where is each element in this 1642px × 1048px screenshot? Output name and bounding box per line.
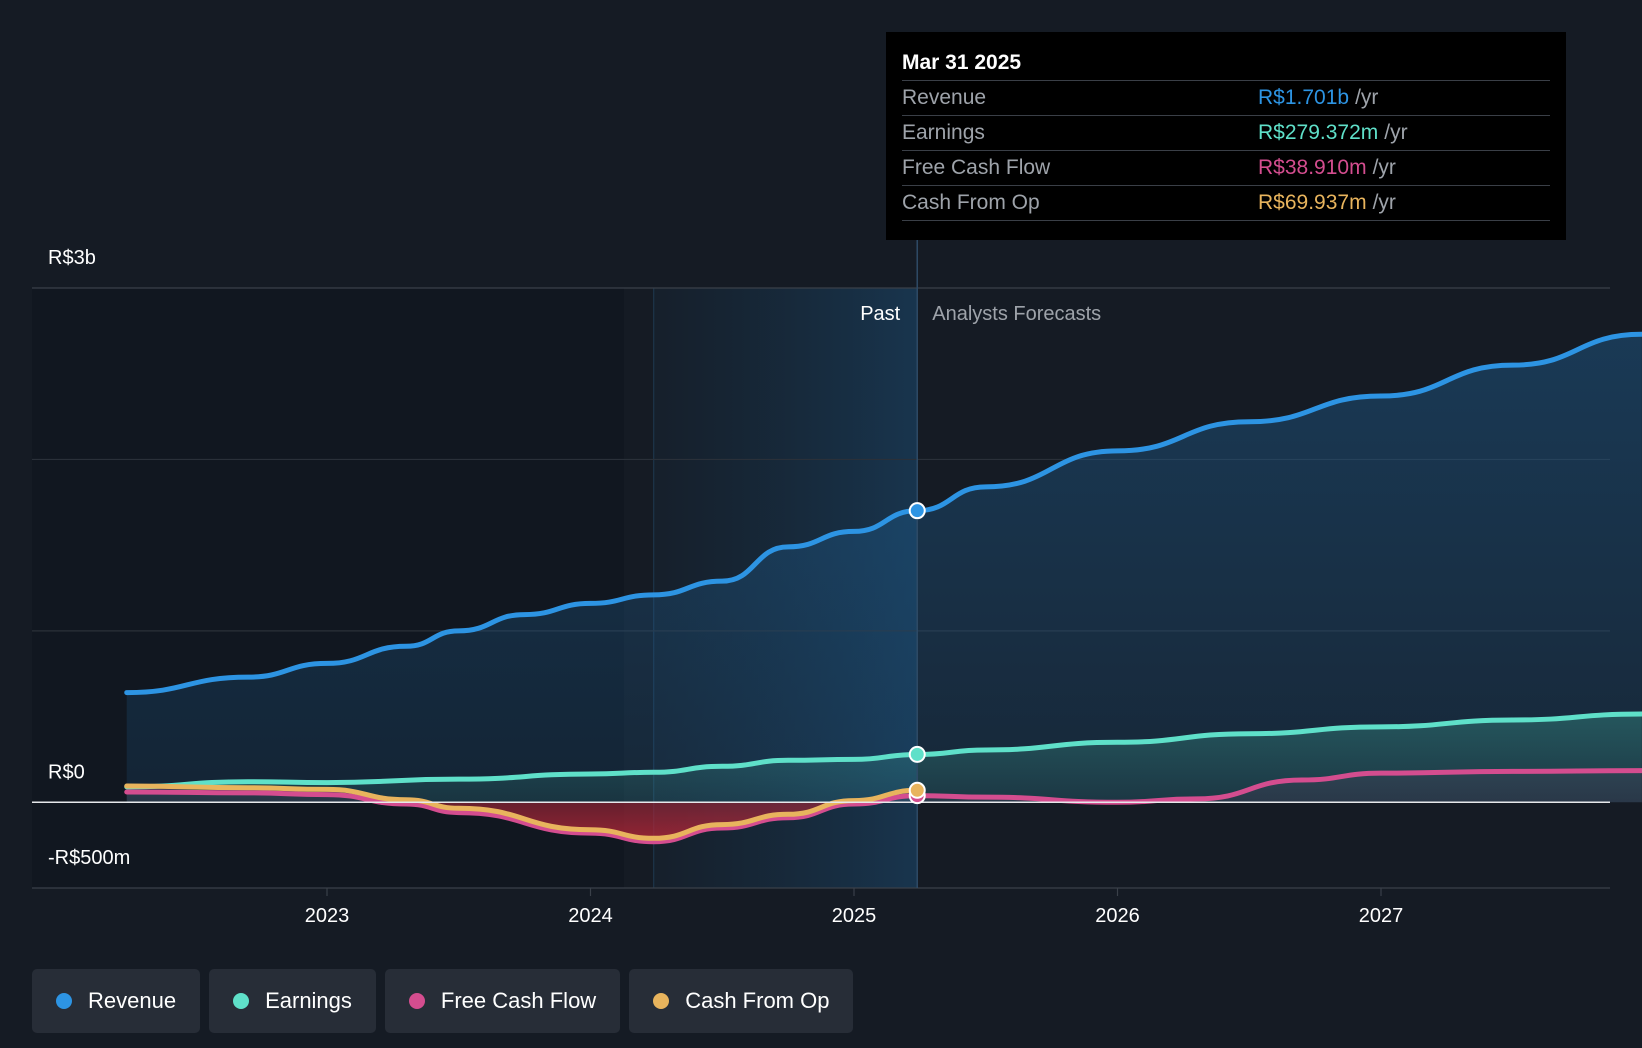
tooltip-value: R$279.372m (1258, 121, 1379, 144)
tooltip-row-earnings: Earnings R$279.372m /yr (902, 116, 1550, 151)
tooltip-value: R$38.910m (1258, 156, 1367, 179)
y-axis-labels: R$3b R$0 -R$500m (48, 247, 130, 869)
revenue-marker (908, 502, 926, 520)
cash-from-op-dot-icon (653, 993, 670, 1009)
legend-item-cash-from-op[interactable]: Cash From Op (629, 969, 854, 1033)
hover-markers (908, 502, 926, 805)
revenue-area (126, 334, 1642, 803)
revenue-line (124, 331, 1642, 696)
cash-from-op-marker (908, 781, 926, 799)
y-tick-label: -R$500m (48, 847, 130, 869)
tooltip-label: Revenue (902, 86, 987, 109)
free-cash-flow-dot-icon (408, 993, 425, 1009)
x-axis-labels: 2023 2024 2025 2026 2027 (305, 888, 1404, 927)
tooltip-date: Mar 31 2025 (902, 46, 1550, 81)
x-tick-label: 2027 (1359, 905, 1404, 927)
legend-item-free-cash-flow[interactable]: Free Cash Flow (384, 969, 621, 1033)
tooltip-unit: /yr (1384, 121, 1408, 144)
free-cash-flow-line (124, 768, 1642, 845)
x-tick-label: 2026 (1095, 905, 1140, 927)
y-tick-label: R$0 (48, 761, 85, 783)
legend-label: Earnings (265, 988, 352, 1013)
tooltip-row-free-cash-flow: Free Cash Flow R$38.910m /yr (902, 151, 1550, 186)
series-lines (124, 331, 1642, 845)
x-tick-label: 2023 (305, 905, 350, 927)
tooltip-value: R$69.937m (1258, 191, 1367, 214)
tooltip-unit: /yr (1372, 156, 1396, 179)
free-cash-flow-area (126, 770, 1642, 842)
y-tick-label: R$3b (48, 247, 96, 269)
legend-item-revenue[interactable]: Revenue (32, 969, 201, 1033)
legend-label: Revenue (88, 988, 177, 1013)
past-label: Past (860, 303, 900, 325)
earnings-dot-icon (233, 993, 250, 1009)
earnings-line (124, 711, 1642, 790)
tooltip-label: Cash From Op (902, 191, 1040, 214)
earnings-marker (908, 745, 926, 763)
tooltip-label: Free Cash Flow (902, 156, 1051, 179)
tooltip-row-revenue: Revenue R$1.701b /yr (902, 81, 1550, 116)
tooltip-unit: /yr (1372, 191, 1396, 214)
legend: Revenue Earnings Free Cash Flow Cash Fro… (32, 969, 862, 1033)
cash-from-op-line (124, 783, 920, 841)
forecast-label: Analysts Forecasts (932, 303, 1101, 325)
x-tick-label: 2024 (568, 905, 613, 927)
tooltip-unit: /yr (1355, 86, 1379, 109)
tooltip: Mar 31 2025 Revenue R$1.701b /yr Earning… (886, 32, 1566, 240)
legend-label: Cash From Op (685, 988, 830, 1013)
tooltip-row-cash-from-op: Cash From Op R$69.937m /yr (902, 186, 1550, 221)
tooltip-label: Earnings (902, 121, 985, 144)
revenue-dot-icon (56, 993, 72, 1009)
legend-label: Free Cash Flow (440, 988, 597, 1013)
x-tick-label: 2025 (832, 905, 877, 927)
legend-item-earnings[interactable]: Earnings (209, 969, 376, 1033)
tooltip-value: R$1.701b (1258, 86, 1350, 109)
